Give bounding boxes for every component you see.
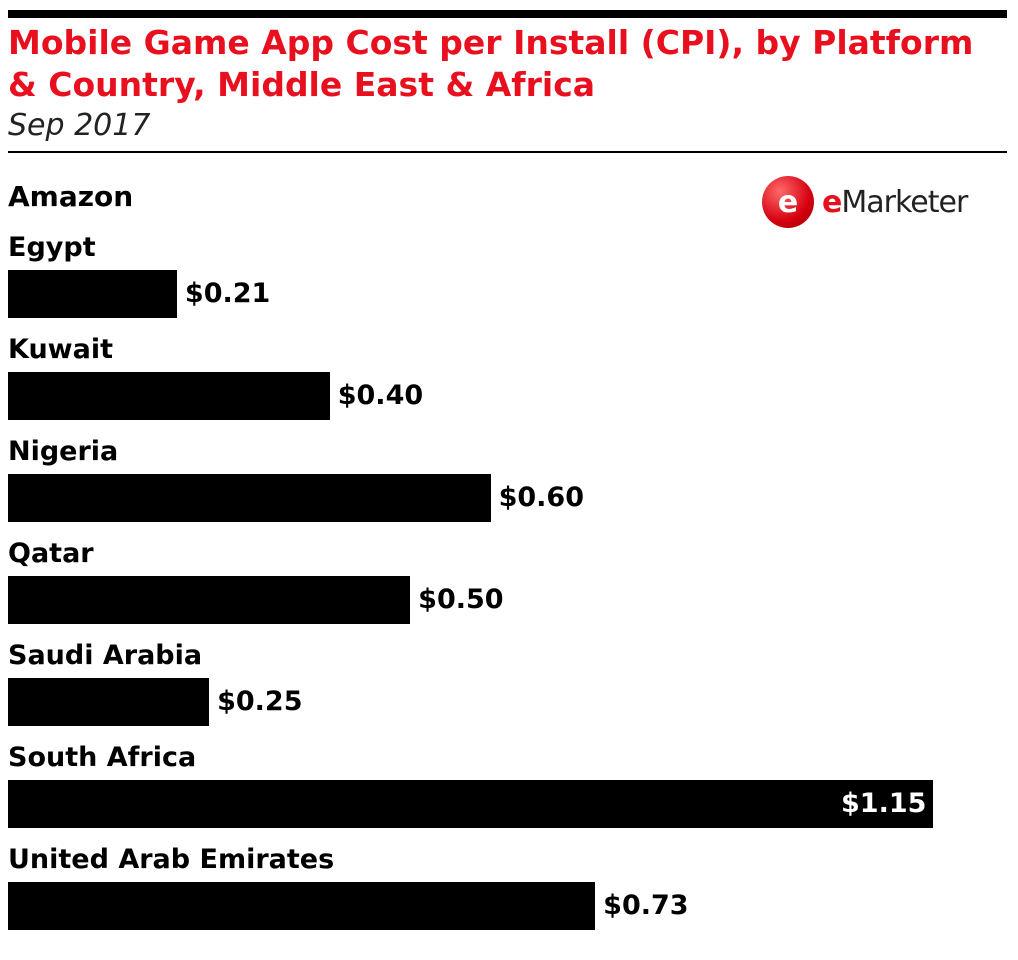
data-label: $0.25: [217, 686, 303, 717]
category-label: South Africa: [8, 742, 197, 773]
chart-subtitle: Sep 2017: [8, 108, 151, 143]
bar: [8, 474, 491, 522]
bar: [8, 270, 177, 318]
divider: [8, 151, 1007, 153]
emarketer-logo: e eMarketer: [762, 176, 968, 228]
bar: [8, 372, 330, 420]
bar: [8, 780, 933, 828]
data-label: $1.15: [841, 788, 927, 819]
category-label: Nigeria: [8, 436, 119, 467]
category-label: Qatar: [8, 538, 94, 569]
bar: [8, 576, 411, 624]
data-label: $0.60: [498, 482, 584, 513]
top-bar: [8, 10, 1007, 18]
group-label: Amazon: [8, 180, 134, 213]
bar: [8, 882, 596, 930]
category-label: United Arab Emirates: [8, 844, 335, 875]
category-label: Saudi Arabia: [8, 640, 203, 671]
logo-ball-icon: e: [762, 176, 814, 228]
data-label: $0.50: [418, 584, 504, 615]
chart-title: Mobile Game App Cost per Install (CPI), …: [8, 23, 974, 104]
bar: [8, 678, 210, 726]
category-label: Egypt: [8, 232, 96, 263]
category-label: Kuwait: [8, 334, 113, 365]
data-label: $0.21: [184, 278, 271, 309]
data-label: $0.73: [603, 890, 689, 921]
data-label: $0.40: [337, 380, 424, 411]
